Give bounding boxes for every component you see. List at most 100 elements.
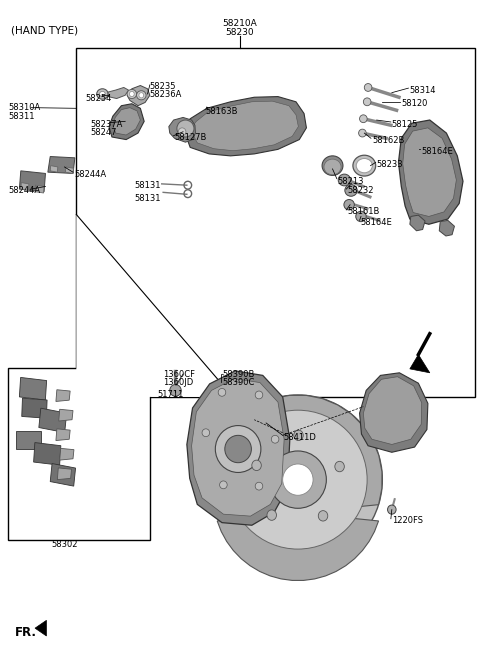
Text: FR.: FR. — [14, 625, 36, 639]
Text: 58244A: 58244A — [9, 187, 41, 196]
Text: 58237A: 58237A — [91, 120, 123, 129]
Polygon shape — [183, 97, 306, 156]
Ellipse shape — [214, 395, 383, 564]
Polygon shape — [48, 156, 75, 173]
Polygon shape — [439, 220, 455, 236]
Ellipse shape — [271, 436, 279, 443]
Polygon shape — [56, 429, 70, 441]
Polygon shape — [34, 443, 61, 465]
Text: 58302: 58302 — [51, 539, 78, 549]
Ellipse shape — [255, 482, 263, 490]
Ellipse shape — [344, 200, 354, 210]
Polygon shape — [21, 183, 29, 191]
Ellipse shape — [127, 89, 137, 99]
Polygon shape — [76, 214, 233, 397]
Polygon shape — [35, 620, 47, 636]
Polygon shape — [360, 373, 428, 452]
Text: 58131: 58131 — [135, 194, 161, 203]
Bar — [76, 49, 475, 397]
Text: 58210A: 58210A — [223, 19, 257, 28]
Polygon shape — [169, 118, 195, 142]
Ellipse shape — [139, 93, 144, 98]
Polygon shape — [127, 85, 150, 106]
Polygon shape — [19, 171, 46, 192]
Ellipse shape — [294, 430, 303, 441]
Text: 58164E: 58164E — [421, 147, 453, 156]
Text: 58230: 58230 — [226, 28, 254, 37]
Text: 58213: 58213 — [338, 177, 364, 186]
Text: 58235: 58235 — [150, 82, 176, 91]
Ellipse shape — [338, 174, 350, 186]
Ellipse shape — [353, 155, 376, 176]
Polygon shape — [108, 87, 129, 99]
Ellipse shape — [360, 115, 367, 123]
Text: 58244A: 58244A — [74, 170, 106, 179]
Text: 58125: 58125 — [392, 120, 418, 129]
Ellipse shape — [177, 120, 194, 137]
Ellipse shape — [216, 426, 261, 472]
Polygon shape — [410, 355, 430, 373]
Text: 58162B: 58162B — [372, 136, 404, 145]
Ellipse shape — [225, 436, 252, 463]
Polygon shape — [22, 398, 47, 419]
Polygon shape — [363, 376, 422, 444]
Ellipse shape — [283, 464, 313, 495]
Ellipse shape — [228, 410, 367, 549]
Text: 58390C: 58390C — [222, 378, 254, 387]
Polygon shape — [398, 120, 463, 224]
Polygon shape — [403, 128, 456, 216]
Ellipse shape — [255, 391, 263, 399]
Text: 58247: 58247 — [91, 128, 117, 137]
Text: 58233: 58233 — [377, 160, 403, 170]
Polygon shape — [56, 390, 70, 401]
Ellipse shape — [179, 128, 186, 136]
Polygon shape — [35, 185, 44, 193]
Polygon shape — [50, 166, 58, 172]
Text: (HAND TYPE): (HAND TYPE) — [12, 26, 78, 35]
Ellipse shape — [202, 429, 210, 437]
Text: 1360JD: 1360JD — [163, 378, 193, 387]
Text: 1360CF: 1360CF — [163, 370, 195, 379]
Polygon shape — [109, 104, 144, 139]
Text: 58390B: 58390B — [222, 370, 254, 379]
Text: 58411D: 58411D — [284, 433, 316, 442]
Polygon shape — [19, 377, 47, 400]
Polygon shape — [60, 448, 74, 460]
Polygon shape — [190, 101, 299, 150]
Ellipse shape — [96, 89, 108, 99]
Ellipse shape — [170, 384, 181, 396]
Ellipse shape — [218, 388, 226, 396]
Polygon shape — [65, 167, 73, 173]
Polygon shape — [57, 468, 72, 480]
Ellipse shape — [252, 460, 261, 470]
Ellipse shape — [324, 159, 341, 175]
Ellipse shape — [335, 461, 344, 472]
Text: 58236A: 58236A — [150, 90, 182, 99]
Polygon shape — [59, 409, 73, 421]
Polygon shape — [214, 396, 382, 580]
Ellipse shape — [267, 510, 276, 520]
Text: 1220FS: 1220FS — [392, 516, 423, 525]
Ellipse shape — [359, 129, 366, 137]
Ellipse shape — [318, 510, 328, 521]
Text: 58254: 58254 — [86, 94, 112, 103]
Text: 58131: 58131 — [135, 181, 161, 191]
Text: 51711: 51711 — [157, 390, 183, 399]
Ellipse shape — [219, 481, 227, 489]
Text: 58163B: 58163B — [206, 107, 239, 116]
Ellipse shape — [130, 91, 134, 97]
Ellipse shape — [356, 212, 366, 221]
Text: 58310A: 58310A — [9, 103, 41, 112]
Text: 58127B: 58127B — [175, 133, 207, 142]
Polygon shape — [39, 408, 67, 432]
Ellipse shape — [414, 144, 423, 154]
Text: 58314: 58314 — [410, 86, 436, 95]
Ellipse shape — [345, 185, 357, 196]
Polygon shape — [113, 108, 140, 135]
Ellipse shape — [356, 158, 372, 173]
Bar — [8, 367, 150, 540]
Polygon shape — [50, 464, 75, 486]
Ellipse shape — [269, 451, 326, 509]
Polygon shape — [16, 431, 41, 449]
Text: 58120: 58120 — [401, 99, 428, 108]
